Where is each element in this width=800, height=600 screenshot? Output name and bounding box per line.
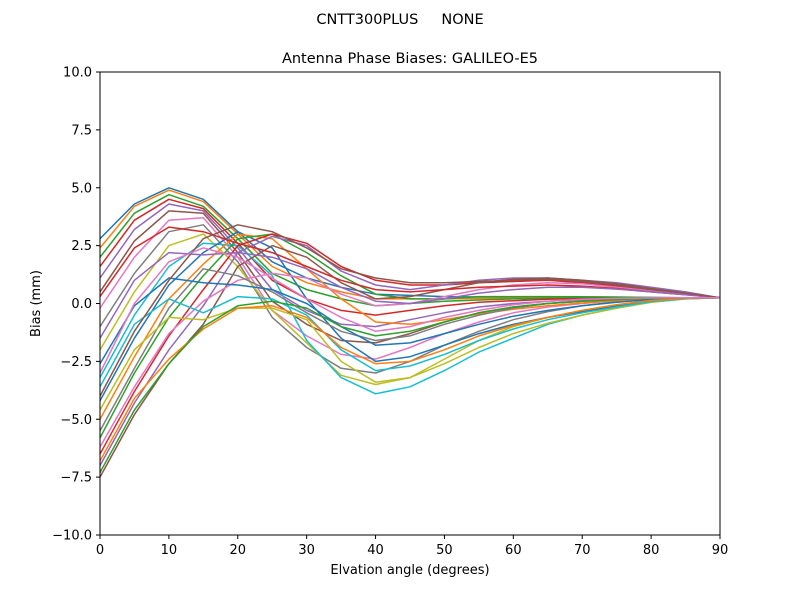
y-tick-label: 0.0 xyxy=(71,297,92,312)
series-line-22 xyxy=(100,296,720,462)
x-axis-label: Elvation angle (degrees) xyxy=(330,563,489,578)
y-tick-label: 7.5 xyxy=(71,123,92,138)
series-line-27 xyxy=(100,247,720,375)
series-line-23 xyxy=(100,296,720,474)
x-tick-label: 70 xyxy=(574,543,591,558)
y-tick-label: −5.0 xyxy=(60,413,92,428)
series-line-12 xyxy=(100,233,720,421)
x-tick-label: 50 xyxy=(436,543,453,558)
y-axis-label: Bias (mm) xyxy=(29,270,44,337)
y-tick-label: −7.5 xyxy=(60,471,92,486)
y-tick-label: −2.5 xyxy=(60,355,92,370)
series-line-19 xyxy=(100,296,720,412)
x-tick-label: 40 xyxy=(367,543,384,558)
series-line-20 xyxy=(100,295,720,388)
x-tick-label: 30 xyxy=(298,543,315,558)
x-axis: 0 10 20 30 40 50 60 70 80 90 xyxy=(96,535,728,558)
x-tick-label: 80 xyxy=(643,543,660,558)
y-tick-label: 10.0 xyxy=(63,66,92,81)
series-line-11 xyxy=(100,230,720,402)
series-line-15 xyxy=(100,235,720,467)
series-layer xyxy=(100,187,720,479)
y-tick-label: −10.0 xyxy=(52,529,92,544)
series-line-18 xyxy=(100,268,720,432)
series-line-26 xyxy=(100,224,720,398)
y-tick-label: 2.5 xyxy=(71,239,92,254)
x-tick-label: 20 xyxy=(230,543,247,558)
series-line-14 xyxy=(100,233,720,456)
y-axis: −10.0 −7.5 −5.0 −2.5 0.0 2.5 5.0 7.5 10.0 xyxy=(52,66,100,544)
series-line-16 xyxy=(100,244,720,479)
chart-title: Antenna Phase Biases: GALILEO-E5 xyxy=(282,51,538,67)
series-line-25 xyxy=(100,251,720,340)
series-line-13 xyxy=(100,233,720,439)
x-tick-label: 60 xyxy=(505,543,522,558)
x-tick-label: 10 xyxy=(161,543,178,558)
x-tick-label: 90 xyxy=(712,543,729,558)
x-tick-label: 0 xyxy=(96,543,104,558)
y-tick-label: 5.0 xyxy=(71,181,92,196)
figure-suptitle: CNTT300PLUS NONE xyxy=(316,12,483,28)
series-line-21 xyxy=(100,277,720,365)
